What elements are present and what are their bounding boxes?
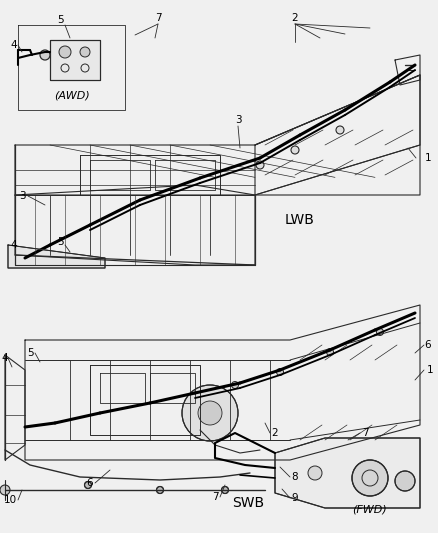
- Text: 3: 3: [235, 115, 241, 125]
- Circle shape: [336, 126, 344, 134]
- Polygon shape: [275, 438, 420, 508]
- Circle shape: [156, 487, 163, 494]
- Text: 2: 2: [272, 428, 278, 438]
- Polygon shape: [8, 245, 105, 268]
- Circle shape: [352, 460, 388, 496]
- Text: LWB: LWB: [285, 213, 315, 227]
- Text: 7: 7: [362, 428, 368, 438]
- Text: 6: 6: [425, 340, 431, 350]
- Text: 1: 1: [427, 365, 433, 375]
- Text: 6: 6: [87, 478, 93, 488]
- Text: (AWD): (AWD): [54, 90, 90, 100]
- Circle shape: [256, 161, 264, 169]
- Circle shape: [395, 471, 415, 491]
- Text: 9: 9: [292, 493, 298, 503]
- Text: 8: 8: [292, 472, 298, 482]
- Circle shape: [59, 46, 71, 58]
- Text: 1: 1: [425, 153, 431, 163]
- Text: 7: 7: [212, 492, 218, 502]
- Circle shape: [276, 368, 283, 376]
- Circle shape: [326, 349, 333, 356]
- Text: 4: 4: [2, 353, 8, 363]
- Circle shape: [182, 385, 238, 441]
- Polygon shape: [50, 40, 100, 80]
- Circle shape: [85, 481, 92, 489]
- Circle shape: [222, 487, 229, 494]
- Circle shape: [198, 401, 222, 425]
- Circle shape: [0, 485, 10, 495]
- Text: 4: 4: [11, 40, 18, 50]
- Circle shape: [308, 466, 322, 480]
- Text: 5: 5: [57, 237, 64, 247]
- Text: (FWD): (FWD): [353, 505, 387, 515]
- Text: 5: 5: [57, 15, 64, 25]
- Circle shape: [232, 382, 239, 389]
- Circle shape: [291, 146, 299, 154]
- Text: 2: 2: [292, 13, 298, 23]
- Text: 4: 4: [11, 240, 18, 250]
- Circle shape: [377, 328, 384, 335]
- Text: 7: 7: [155, 13, 161, 23]
- Text: 3: 3: [19, 191, 25, 201]
- Text: SWB: SWB: [232, 496, 264, 510]
- Text: 10: 10: [4, 495, 17, 505]
- Text: 5: 5: [27, 348, 33, 358]
- Circle shape: [80, 47, 90, 57]
- Circle shape: [40, 50, 50, 60]
